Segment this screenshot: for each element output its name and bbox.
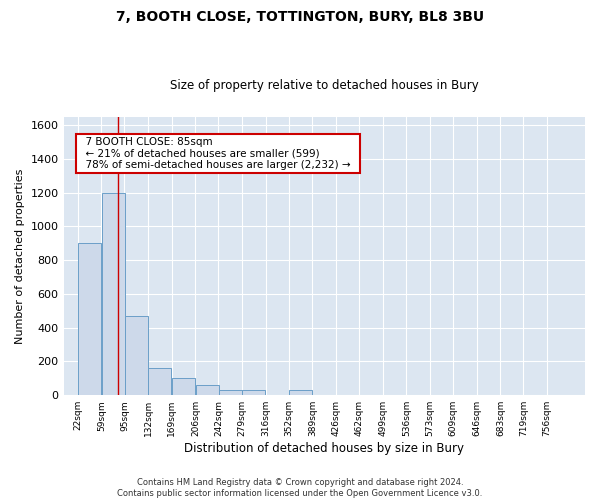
Bar <box>196 385 219 395</box>
Bar <box>102 192 125 395</box>
X-axis label: Distribution of detached houses by size in Bury: Distribution of detached houses by size … <box>184 442 464 455</box>
Bar <box>172 378 195 395</box>
Y-axis label: Number of detached properties: Number of detached properties <box>15 168 25 344</box>
Text: 7, BOOTH CLOSE, TOTTINGTON, BURY, BL8 3BU: 7, BOOTH CLOSE, TOTTINGTON, BURY, BL8 3B… <box>116 10 484 24</box>
Bar <box>78 244 101 395</box>
Bar <box>289 390 312 395</box>
Bar <box>219 390 242 395</box>
Text: 7 BOOTH CLOSE: 85sqm  
  ← 21% of detached houses are smaller (599)  
  78% of s: 7 BOOTH CLOSE: 85sqm ← 21% of detached h… <box>79 137 357 170</box>
Bar <box>148 368 172 395</box>
Bar <box>242 390 265 395</box>
Title: Size of property relative to detached houses in Bury: Size of property relative to detached ho… <box>170 79 479 92</box>
Text: Contains HM Land Registry data © Crown copyright and database right 2024.
Contai: Contains HM Land Registry data © Crown c… <box>118 478 482 498</box>
Bar <box>125 316 148 395</box>
